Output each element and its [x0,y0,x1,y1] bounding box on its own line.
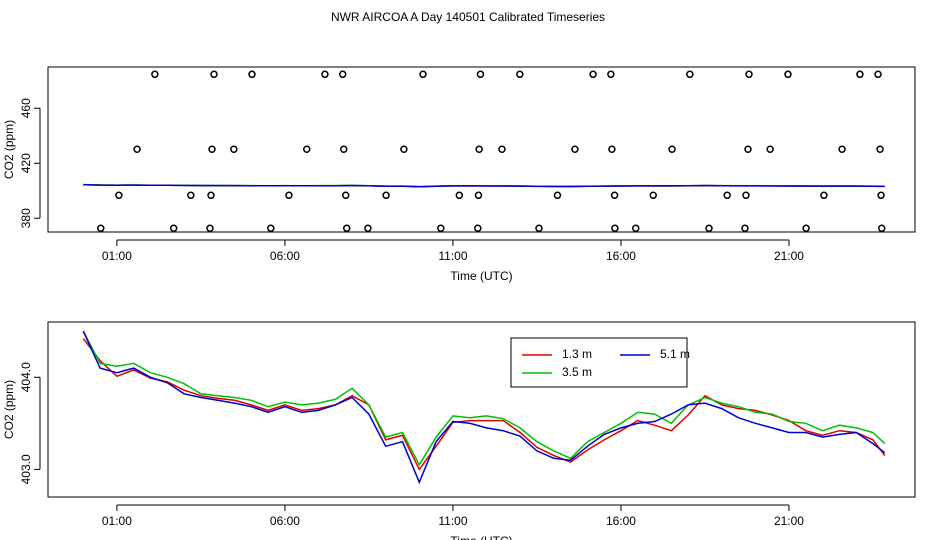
reference-point [476,70,485,79]
reference-point [208,145,216,153]
x-axis-label: Time (UTC) [450,269,512,283]
data-line [83,183,885,188]
reference-point [516,70,524,79]
reference-point [474,191,483,200]
reference-point [607,70,615,79]
reference-point [437,224,445,233]
x-tick-label: 06:00 [270,249,300,263]
reference-point [339,145,348,153]
reference-point [686,70,694,79]
x-tick-label: 16:00 [606,249,636,263]
reference-point [838,145,846,153]
data-line [82,338,886,471]
x-tick-label: 06:00 [270,514,300,528]
reference-point [802,224,810,233]
reference-point [97,224,105,233]
reference-point [705,224,713,233]
reference-point [342,224,351,233]
reference-point [766,145,774,153]
reference-point [744,145,752,153]
legend-box [510,337,688,388]
reference-point [820,191,828,200]
reference-point [419,70,427,79]
plot-frame [47,66,916,233]
y-axis-label: CO2 (ppm) [2,380,16,439]
reference-point [784,70,792,79]
x-axis-label: Time (UTC) [450,534,512,540]
reference-point [745,70,753,79]
y-axis-label: CO2 (ppm) [2,120,16,179]
reference-point [631,224,640,233]
reference-point [341,191,350,200]
legend-label: 1.3 m [562,347,592,361]
reference-point [285,191,293,200]
reference-point [115,191,123,200]
plot-frame [47,321,916,498]
reference-point [206,224,214,233]
reference-point [874,70,882,79]
reference-point [877,224,886,233]
reference-point [498,145,506,153]
reference-point [474,224,482,233]
x-tick-label: 11:00 [438,514,467,528]
reference-point [303,145,311,153]
reference-point [741,224,749,233]
reference-point [742,191,750,200]
reference-point [210,70,218,79]
reference-point [364,224,372,233]
x-tick-label: 11:00 [438,249,467,263]
reference-point [267,224,275,233]
x-tick-label: 21:00 [774,249,804,263]
reference-point [207,191,215,200]
reference-point [151,70,159,79]
reference-point [649,191,657,200]
reference-point [338,70,347,79]
reference-point [571,145,579,153]
x-tick-label: 01:00 [102,249,132,263]
reference-point [856,70,864,79]
reference-point [382,191,390,200]
reference-point [248,70,256,79]
reference-point [723,191,731,200]
y-tick-label: 420 [19,153,33,173]
reference-point [455,191,464,200]
reference-point [187,191,195,200]
x-tick-label: 01:00 [102,514,132,528]
page-title: NWR AIRCOA A Day 140501 Calibrated Times… [331,10,605,24]
x-tick-label: 16:00 [606,514,636,528]
reference-point [877,191,885,200]
y-tick-label: 460 [19,98,33,118]
data-line [82,330,886,467]
reference-point [230,145,238,153]
reference-point [610,191,619,200]
reference-point [321,70,329,79]
reference-point [133,145,141,153]
reference-point [475,145,483,153]
reference-point [535,224,543,233]
reference-point [400,145,408,153]
reference-point [589,70,597,79]
reference-point [608,145,616,153]
reference-point [876,145,884,153]
legend-label: 3.5 m [562,365,592,379]
reference-point [668,145,676,153]
reference-point [553,191,562,200]
reference-point [611,224,619,233]
reference-point [169,224,178,233]
y-tick-label: 380 [19,208,33,228]
y-tick-label: 404.0 [19,362,33,392]
legend-label: 5.1 m [660,347,690,361]
x-tick-label: 21:00 [774,514,804,528]
data-line [82,330,886,485]
y-tick-label: 403.0 [19,454,33,484]
